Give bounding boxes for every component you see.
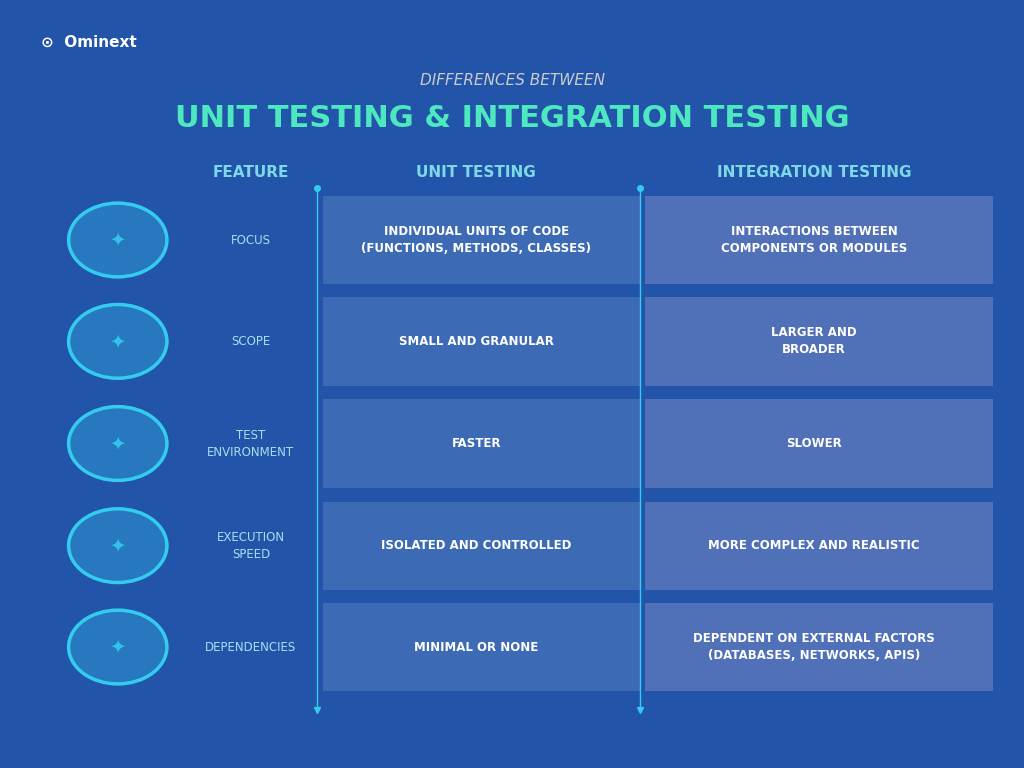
FancyBboxPatch shape: [645, 502, 993, 590]
Text: ✦: ✦: [110, 536, 126, 555]
Text: MORE COMPLEX AND REALISTIC: MORE COMPLEX AND REALISTIC: [709, 539, 920, 552]
Text: TEST
ENVIRONMENT: TEST ENVIRONMENT: [207, 429, 295, 458]
FancyBboxPatch shape: [645, 603, 993, 691]
FancyBboxPatch shape: [645, 196, 993, 284]
Text: FOCUS: FOCUS: [230, 233, 271, 247]
Text: UNIT TESTING & INTEGRATION TESTING: UNIT TESTING & INTEGRATION TESTING: [175, 104, 849, 133]
Text: LARGER AND
BROADER: LARGER AND BROADER: [771, 326, 857, 356]
Text: FEATURE: FEATURE: [213, 165, 289, 180]
Text: ✦: ✦: [110, 332, 126, 351]
FancyBboxPatch shape: [645, 399, 993, 488]
Text: ✦: ✦: [110, 434, 126, 453]
Text: MINIMAL OR NONE: MINIMAL OR NONE: [414, 641, 539, 654]
Circle shape: [69, 203, 167, 277]
Text: DEPENDENT ON EXTERNAL FACTORS
(DATABASES, NETWORKS, APIS): DEPENDENT ON EXTERNAL FACTORS (DATABASES…: [693, 632, 935, 662]
FancyBboxPatch shape: [323, 603, 640, 691]
Text: UNIT TESTING: UNIT TESTING: [417, 165, 536, 180]
Circle shape: [69, 304, 167, 379]
Text: DIFFERENCES BETWEEN: DIFFERENCES BETWEEN: [420, 73, 604, 88]
Circle shape: [69, 610, 167, 684]
Text: ✦: ✦: [110, 230, 126, 250]
Text: EXECUTION
SPEED: EXECUTION SPEED: [217, 531, 285, 561]
Text: SCOPE: SCOPE: [231, 335, 270, 348]
Text: INTERACTIONS BETWEEN
COMPONENTS OR MODULES: INTERACTIONS BETWEEN COMPONENTS OR MODUL…: [721, 225, 907, 255]
Text: ISOLATED AND CONTROLLED: ISOLATED AND CONTROLLED: [381, 539, 571, 552]
FancyBboxPatch shape: [323, 399, 640, 488]
Text: SLOWER: SLOWER: [786, 437, 842, 450]
Text: INTEGRATION TESTING: INTEGRATION TESTING: [717, 165, 911, 180]
FancyBboxPatch shape: [323, 502, 640, 590]
Text: INDIVIDUAL UNITS OF CODE
(FUNCTIONS, METHODS, CLASSES): INDIVIDUAL UNITS OF CODE (FUNCTIONS, MET…: [361, 225, 591, 255]
FancyBboxPatch shape: [645, 297, 993, 386]
Circle shape: [69, 509, 167, 583]
Text: ⊙  Ominext: ⊙ Ominext: [41, 35, 137, 50]
Circle shape: [69, 407, 167, 481]
Text: FASTER: FASTER: [452, 437, 501, 450]
FancyBboxPatch shape: [323, 297, 640, 386]
Text: ✦: ✦: [110, 637, 126, 657]
Text: SMALL AND GRANULAR: SMALL AND GRANULAR: [398, 335, 554, 348]
Text: DEPENDENCIES: DEPENDENCIES: [205, 641, 297, 654]
FancyBboxPatch shape: [323, 196, 640, 284]
